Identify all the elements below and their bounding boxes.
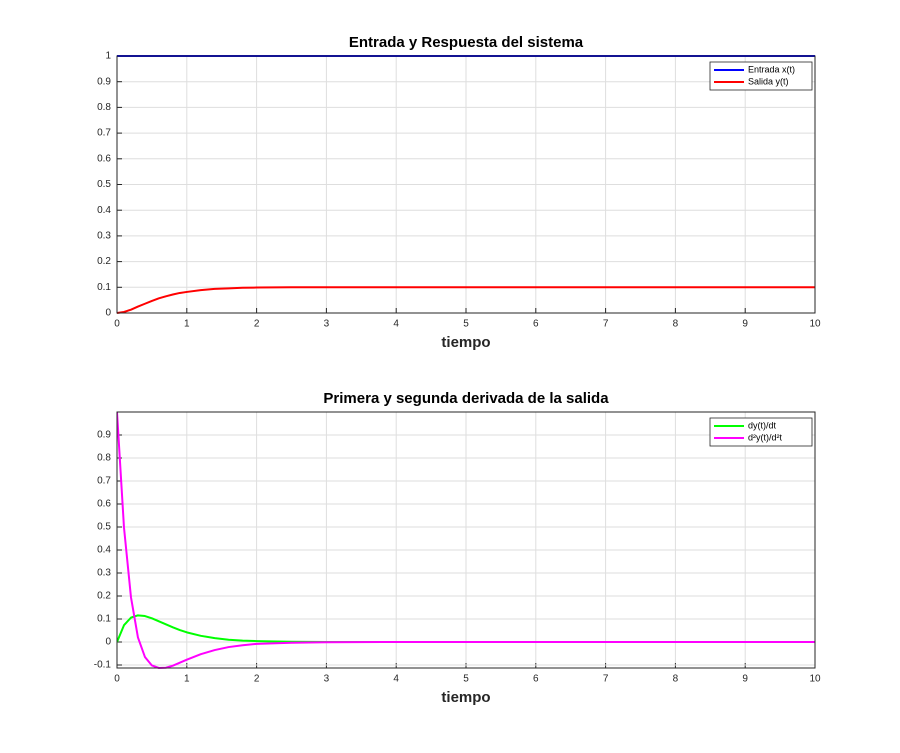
x-axis-label: tiempo <box>441 689 490 706</box>
x-tick-label: 2 <box>254 319 260 330</box>
x-tick-label: 9 <box>742 319 748 330</box>
x-tick-label: 4 <box>393 674 399 685</box>
legend-box <box>709 61 813 91</box>
x-tick-label: 8 <box>673 674 679 685</box>
y-tick-label: 0 <box>105 308 111 319</box>
y-tick-label: 1 <box>105 51 111 62</box>
x-tick-label: 10 <box>809 674 821 685</box>
x-tick-label: 7 <box>603 674 609 685</box>
x-tick-label: 10 <box>809 319 821 330</box>
x-tick-label: 3 <box>324 674 330 685</box>
x-tick-label: 3 <box>324 319 330 330</box>
x-tick-label: 0 <box>114 319 120 330</box>
legend-box <box>709 417 813 447</box>
y-tick-label: 0.2 <box>97 591 111 602</box>
y-tick-label: -0.1 <box>94 660 112 671</box>
y-tick-label: 0.1 <box>97 282 111 293</box>
y-tick-label: 0.7 <box>97 128 111 139</box>
x-tick-label: 6 <box>533 319 539 330</box>
y-tick-label: 0.6 <box>97 499 111 510</box>
x-tick-label: 0 <box>114 674 120 685</box>
y-tick-label: 0.3 <box>97 568 111 579</box>
legend-label: Entrada x(t) <box>748 64 795 74</box>
chart-title: Entrada y Respuesta del sistema <box>349 34 584 51</box>
x-tick-label: 6 <box>533 674 539 685</box>
y-tick-label: 0.8 <box>97 102 111 113</box>
x-tick-label: 5 <box>463 674 469 685</box>
legend-label: Salida y(t) <box>748 76 789 86</box>
axes-box <box>116 55 816 314</box>
y-tick-label: 0.8 <box>97 453 111 464</box>
y-tick-label: 0.4 <box>97 545 111 556</box>
y-tick-label: 0.1 <box>97 614 111 625</box>
y-tick-label: 0.6 <box>97 153 111 164</box>
y-tick-label: 0.7 <box>97 476 111 487</box>
x-tick-label: 1 <box>184 674 190 685</box>
y-tick-label: 0.3 <box>97 231 111 242</box>
y-tick-label: 0.9 <box>97 430 111 441</box>
x-tick-label: 4 <box>393 319 399 330</box>
y-tick-label: 0.9 <box>97 76 111 87</box>
legend-label: d²y(t)/d²t <box>748 432 783 442</box>
x-tick-label: 5 <box>463 319 469 330</box>
plot-lines <box>117 411 815 669</box>
y-tick-label: 0.2 <box>97 256 111 267</box>
y-tick-label: 0 <box>105 637 111 648</box>
x-tick-label: 1 <box>184 319 190 330</box>
axes-box <box>116 411 816 669</box>
y-tick-label: 0.5 <box>97 179 111 190</box>
x-tick-label: 2 <box>254 674 260 685</box>
legend-label: dy(t)/dt <box>748 420 777 430</box>
chart-title: Primera y segunda derivada de la salida <box>323 390 609 407</box>
y-tick-label: 0.4 <box>97 205 111 216</box>
series-line <box>117 411 815 669</box>
series-line <box>117 286 815 314</box>
x-tick-label: 7 <box>603 319 609 330</box>
x-tick-label: 8 <box>673 319 679 330</box>
y-tick-label: 0.5 <box>97 522 111 533</box>
x-tick-label: 9 <box>742 674 748 685</box>
x-axis-label: tiempo <box>441 334 490 351</box>
